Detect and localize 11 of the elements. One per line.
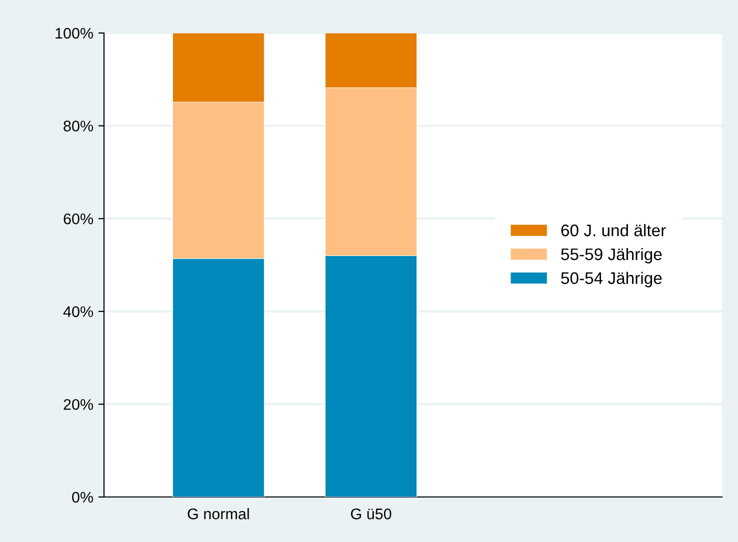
legend-label: 60 J. und älter (561, 224, 666, 236)
y-tick-label: 0% (72, 492, 94, 503)
y-tick-label: 40% (63, 306, 94, 318)
x-tick-label: G normal (188, 508, 249, 520)
y-tick-label: 20% (64, 399, 94, 410)
legend-label: 55-59 Jährige (561, 248, 662, 264)
y-tick-label: 60% (64, 213, 94, 224)
x-tick-label: G ü50 (351, 508, 392, 520)
y-tick-label: 100% (56, 28, 94, 39)
y-tick-label: 80% (64, 120, 94, 132)
legend-label: 50-54 Jährige (561, 272, 662, 288)
